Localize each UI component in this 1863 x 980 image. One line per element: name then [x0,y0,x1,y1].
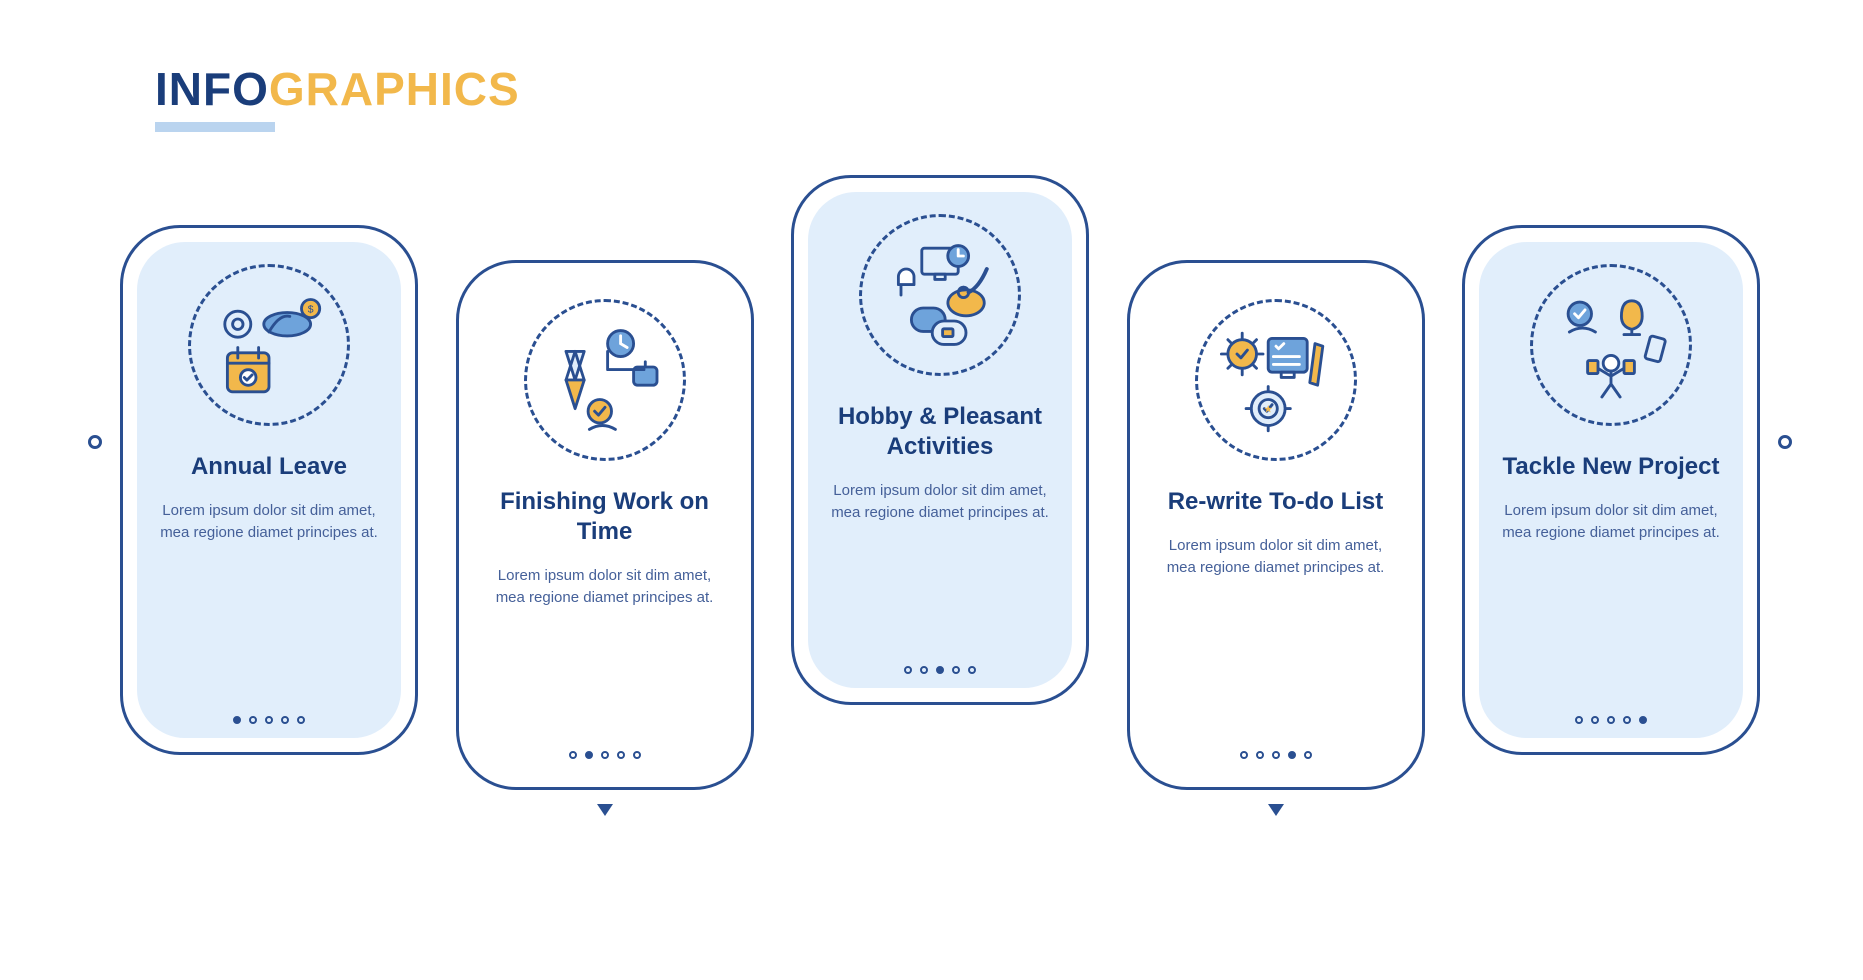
card-3-body: Hobby & Pleasant Activities Lorem ipsum … [791,175,1089,705]
card-3: Hobby & Pleasant Activities Lorem ipsum … [791,175,1089,705]
svg-text:$: $ [308,305,314,316]
card-5-desc: Lorem ipsum dolor sit dim amet, mea regi… [1491,500,1731,544]
card-3-dots [794,666,1086,674]
card-5-dots [1465,716,1757,724]
start-node [88,435,102,449]
cards-row: $ Annual Leave Lorem ipsum dolor sit dim… [120,90,1760,790]
card-5: Tackle New Project Lorem ipsum dolor sit… [1462,225,1760,755]
card-4: ★ Re-write To-do List Lorem ipsum dolor … [1127,260,1425,790]
annual-leave-icon: $ [188,264,350,426]
card-2-arrow [597,804,613,816]
card-2: Finishing Work on Time Lorem ipsum dolor… [456,260,754,790]
card-5-title: Tackle New Project [1503,452,1720,482]
card-1-desc: Lorem ipsum dolor sit dim amet, mea regi… [149,500,389,544]
card-2-desc: Lorem ipsum dolor sit dim amet, mea regi… [485,565,725,609]
finishing-work-icon [524,299,686,461]
card-1: $ Annual Leave Lorem ipsum dolor sit dim… [120,225,418,755]
card-5-body: Tackle New Project Lorem ipsum dolor sit… [1462,225,1760,755]
card-4-desc: Lorem ipsum dolor sit dim amet, mea regi… [1156,535,1396,579]
card-2-title: Finishing Work on Time [485,487,725,547]
card-4-title: Re-write To-do List [1168,487,1384,517]
card-1-dots [123,716,415,724]
card-2-dots [459,751,751,759]
hobby-icon [859,214,1021,376]
card-4-dots [1130,751,1422,759]
card-3-desc: Lorem ipsum dolor sit dim amet, mea regi… [820,480,1060,524]
card-2-body: Finishing Work on Time Lorem ipsum dolor… [456,260,754,790]
tackle-project-icon [1530,264,1692,426]
card-1-title: Annual Leave [191,452,347,482]
card-3-title: Hobby & Pleasant Activities [820,402,1060,462]
rewrite-todo-icon: ★ [1195,299,1357,461]
card-4-arrow [1268,804,1284,816]
card-1-body: $ Annual Leave Lorem ipsum dolor sit dim… [120,225,418,755]
end-node [1778,435,1792,449]
svg-text:★: ★ [1263,405,1272,416]
card-4-body: ★ Re-write To-do List Lorem ipsum dolor … [1127,260,1425,790]
